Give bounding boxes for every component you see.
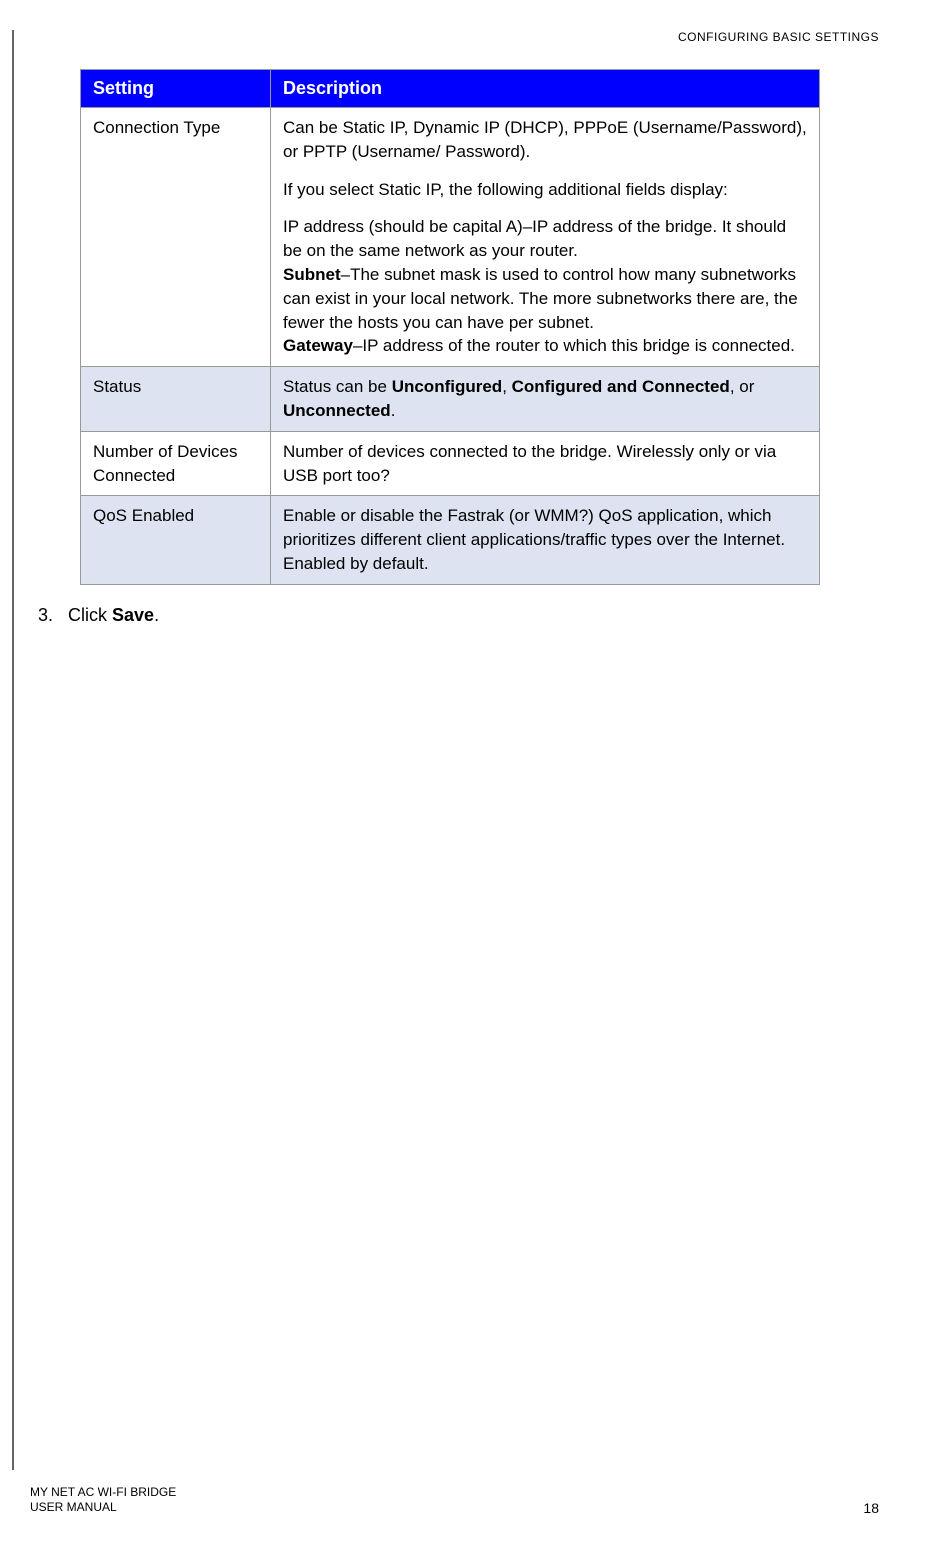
table-row: QoS Enabled Enable or disable the Fastra…: [81, 496, 820, 584]
description-text: IP address (should be capital A)–IP addr…: [283, 217, 786, 260]
column-header-setting: Setting: [81, 70, 271, 108]
footer-product-name: MY NET AC WI-FI BRIDGE: [30, 1485, 176, 1501]
left-margin-bar: [12, 30, 14, 1470]
description-cell: Number of devices connected to the bridg…: [271, 431, 820, 496]
table-row: Number of Devices Connected Number of de…: [81, 431, 820, 496]
section-header: CONFIGURING BASIC SETTINGS: [30, 30, 879, 44]
description-bold: Configured and Connected: [512, 377, 730, 396]
description-cell: Status can be Unconfigured, Configured a…: [271, 367, 820, 432]
description-text: .: [391, 401, 396, 420]
description-bold: Unconnected: [283, 401, 391, 420]
footer-page-number: 18: [863, 1500, 879, 1516]
step-instruction: 3. Click Save.: [38, 605, 879, 626]
settings-table: Setting Description Connection Type Can …: [80, 69, 820, 585]
table-row: Connection Type Can be Static IP, Dynami…: [81, 108, 820, 367]
description-paragraph: If you select Static IP, the following a…: [283, 178, 807, 202]
description-bold-label: Subnet: [283, 265, 341, 284]
page-footer: MY NET AC WI-FI BRIDGE USER MANUAL 18: [30, 1485, 879, 1516]
description-text: , or: [730, 377, 755, 396]
step-number: 3.: [38, 605, 63, 626]
description-text: –IP address of the router to which this …: [353, 336, 795, 355]
description-text: –The subnet mask is used to control how …: [283, 265, 798, 332]
description-cell: Enable or disable the Fastrak (or WMM?) …: [271, 496, 820, 584]
description-text: ,: [502, 377, 511, 396]
description-bold: Unconfigured: [392, 377, 503, 396]
description-text: Status can be: [283, 377, 392, 396]
description-paragraph: IP address (should be capital A)–IP addr…: [283, 215, 807, 358]
page-container: CONFIGURING BASIC SETTINGS Setting Descr…: [0, 0, 939, 1546]
setting-cell: Connection Type: [81, 108, 271, 367]
table-header-row: Setting Description: [81, 70, 820, 108]
description-cell: Can be Static IP, Dynamic IP (DHCP), PPP…: [271, 108, 820, 367]
footer-manual-label: USER MANUAL: [30, 1500, 176, 1516]
setting-cell: Number of Devices Connected: [81, 431, 271, 496]
description-bold-label: Gateway: [283, 336, 353, 355]
description-paragraph: Can be Static IP, Dynamic IP (DHCP), PPP…: [283, 116, 807, 164]
step-text-post: .: [154, 605, 159, 625]
footer-product-info: MY NET AC WI-FI BRIDGE USER MANUAL: [30, 1485, 176, 1516]
setting-cell: QoS Enabled: [81, 496, 271, 584]
setting-cell: Status: [81, 367, 271, 432]
step-text-bold: Save: [112, 605, 154, 625]
step-text-pre: Click: [68, 605, 112, 625]
column-header-description: Description: [271, 70, 820, 108]
table-row: Status Status can be Unconfigured, Confi…: [81, 367, 820, 432]
